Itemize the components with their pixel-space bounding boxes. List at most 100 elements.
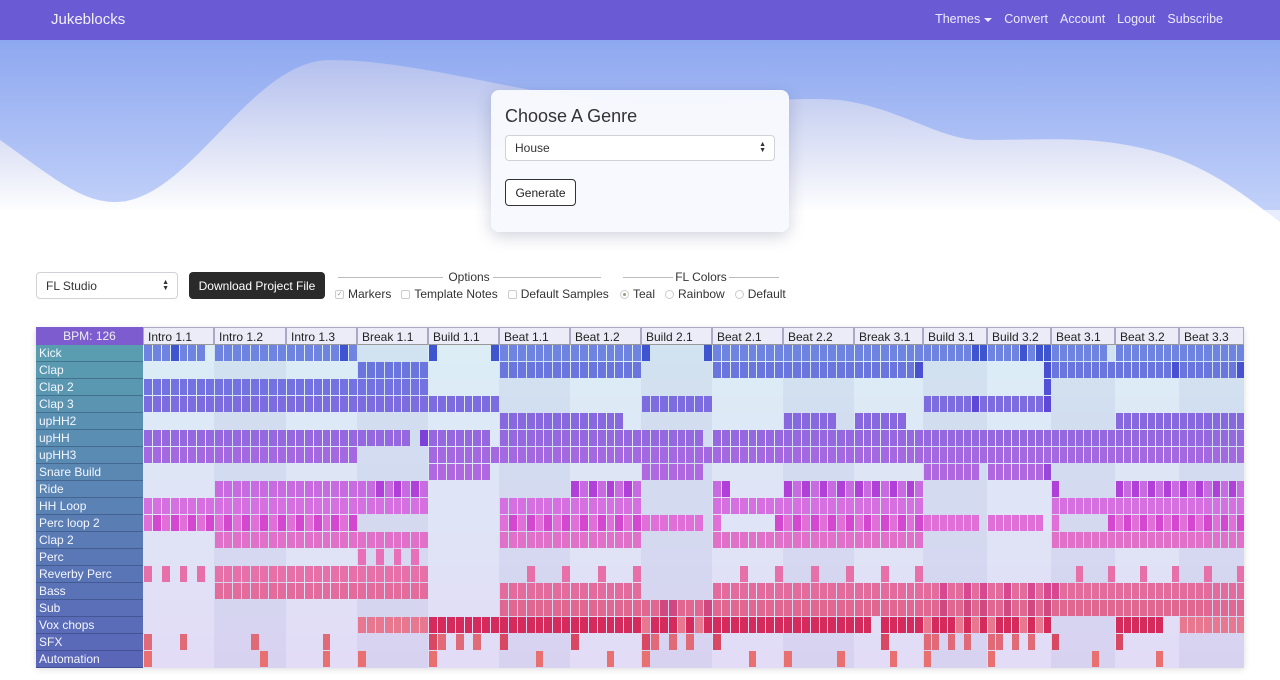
note-cell[interactable] [215, 481, 223, 497]
note-cell[interactable] [784, 413, 792, 429]
pattern-block[interactable] [1051, 583, 1115, 600]
note-cell[interactable] [1148, 515, 1155, 531]
note-cell[interactable] [1220, 430, 1228, 446]
note-cell-accent[interactable] [313, 515, 322, 531]
pattern-block[interactable] [712, 583, 783, 600]
note-cell-accent[interactable] [429, 345, 437, 361]
note-cell-accent[interactable] [491, 345, 499, 361]
note-cell[interactable] [677, 515, 686, 531]
note-cell[interactable] [375, 532, 384, 548]
note-cell[interactable] [402, 566, 411, 582]
pattern-block[interactable] [357, 532, 428, 549]
pattern-block[interactable] [286, 345, 357, 362]
note-cell[interactable] [784, 583, 792, 599]
note-cell[interactable] [801, 413, 810, 429]
note-cell-accent[interactable] [837, 481, 846, 497]
note-cell[interactable] [1060, 430, 1067, 446]
pattern-block[interactable] [214, 600, 286, 617]
note-cell[interactable] [340, 430, 349, 446]
pattern-block[interactable] [214, 617, 286, 634]
note-cell[interactable] [972, 600, 979, 616]
note-cell[interactable] [349, 379, 357, 395]
note-cell[interactable] [331, 566, 340, 582]
note-cell[interactable] [535, 498, 544, 514]
note-cell[interactable] [579, 481, 588, 497]
note-cell[interactable] [242, 498, 250, 514]
note-cell[interactable] [837, 651, 846, 667]
note-cell[interactable] [1124, 430, 1131, 446]
note-cell[interactable] [1052, 447, 1059, 463]
note-cell[interactable] [810, 498, 819, 514]
pattern-block[interactable] [987, 600, 1051, 617]
note-cell[interactable] [1060, 498, 1067, 514]
note-cell[interactable] [1116, 498, 1123, 514]
note-cell[interactable] [1044, 447, 1051, 463]
note-cell[interactable] [633, 430, 641, 446]
note-cell[interactable] [1164, 447, 1171, 463]
note-cell[interactable] [1156, 345, 1163, 361]
pattern-block[interactable] [286, 379, 357, 396]
pattern-block[interactable] [641, 464, 712, 481]
pattern-block[interactable] [1051, 396, 1115, 413]
note-cell[interactable] [260, 430, 268, 446]
pattern-block[interactable] [712, 362, 783, 379]
pattern-block[interactable] [987, 651, 1051, 668]
note-cell[interactable] [464, 396, 473, 412]
pattern-block[interactable] [499, 583, 570, 600]
note-cell[interactable] [473, 464, 482, 480]
pattern-block[interactable] [499, 379, 570, 396]
note-cell[interactable] [242, 396, 250, 412]
note-cell[interactable] [215, 566, 223, 582]
note-cell-accent[interactable] [980, 583, 987, 599]
pattern-block[interactable] [987, 413, 1051, 430]
pattern-block[interactable] [1051, 549, 1115, 566]
note-cell[interactable] [152, 379, 161, 395]
note-cell[interactable] [889, 362, 898, 378]
note-cell[interactable] [1212, 600, 1220, 616]
note-cell[interactable] [242, 430, 250, 446]
note-cell[interactable] [366, 583, 375, 599]
pattern-block[interactable] [286, 549, 357, 566]
note-cell[interactable] [880, 498, 889, 514]
note-cell[interactable] [1100, 583, 1107, 599]
note-cell[interactable] [898, 447, 906, 463]
note-cell[interactable] [500, 583, 508, 599]
note-cell[interactable] [1228, 617, 1236, 633]
note-cell[interactable] [1204, 413, 1212, 429]
note-cell[interactable] [846, 345, 854, 361]
note-cell[interactable] [1084, 362, 1091, 378]
note-cell[interactable] [766, 447, 775, 463]
note-cell[interactable] [278, 396, 286, 412]
note-cell-accent[interactable] [1116, 481, 1123, 497]
note-cell[interactable] [535, 345, 544, 361]
pattern-block[interactable] [286, 617, 357, 634]
note-cell-accent[interactable] [757, 617, 766, 633]
note-cell-accent[interactable] [686, 617, 695, 633]
note-cell[interactable] [287, 515, 295, 531]
note-cell[interactable] [1204, 362, 1212, 378]
radio-icon[interactable] [734, 289, 744, 299]
note-cell-accent[interactable] [1172, 515, 1179, 531]
pattern-block[interactable] [499, 362, 570, 379]
note-cell[interactable] [633, 362, 641, 378]
note-cell[interactable] [215, 532, 223, 548]
note-cell[interactable] [161, 566, 170, 582]
note-cell[interactable] [801, 583, 810, 599]
note-cell-accent[interactable] [170, 345, 179, 361]
note-cell[interactable] [932, 396, 939, 412]
note-cell-accent[interactable] [375, 481, 384, 497]
pattern-block[interactable] [923, 481, 987, 498]
note-cell[interactable] [872, 413, 880, 429]
pattern-block[interactable] [499, 617, 570, 634]
note-cell[interactable] [1180, 600, 1188, 616]
note-cell[interactable] [828, 413, 837, 429]
note-cell[interactable] [730, 430, 739, 446]
section-header[interactable]: Break 1.1 [357, 327, 428, 345]
note-cell[interactable] [898, 413, 906, 429]
note-cell[interactable] [287, 532, 295, 548]
note-cell[interactable] [269, 532, 277, 548]
note-cell[interactable] [1060, 600, 1067, 616]
note-cell[interactable] [748, 362, 757, 378]
note-cell[interactable] [420, 362, 428, 378]
note-cell-accent[interactable] [1124, 515, 1131, 531]
